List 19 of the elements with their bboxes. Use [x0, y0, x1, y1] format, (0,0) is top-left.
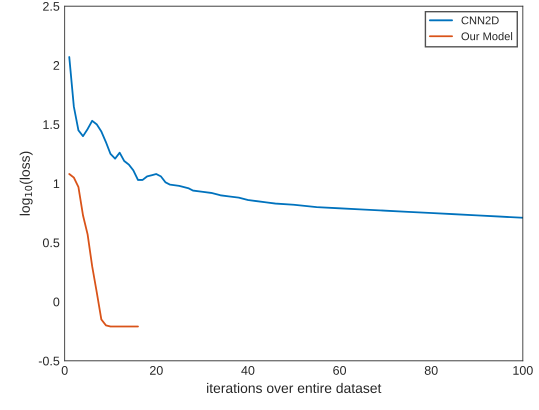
x-tick-label: 0: [62, 366, 68, 375]
y-tick-label: -0.5: [38, 356, 60, 366]
y-tick-label: 0.5: [42, 238, 60, 248]
line-series: [68, 56, 523, 219]
line-series: [68, 173, 139, 328]
x-tick-label: 80: [424, 366, 438, 375]
y-tick-label: 0: [53, 297, 60, 306]
y-tick-label: 2: [53, 61, 60, 70]
x-tick-label: 20: [150, 366, 163, 375]
y-tick-label: 1.5: [43, 120, 60, 130]
y-tick-label: 1: [54, 179, 60, 188]
y-tick-label: 2.5: [43, 2, 60, 11]
x-axis-title: iterations over entire dataset: [207, 382, 382, 394]
y-axis-title: log$_{10}$(loss): [20, 152, 33, 216]
legend-label: CNN2D: [462, 16, 499, 24]
x-tick-label: 40: [241, 366, 254, 375]
legend-label: Our Model: [461, 32, 512, 40]
x-tick-label: 60: [333, 366, 346, 375]
x-tick-label: 100: [513, 366, 533, 375]
